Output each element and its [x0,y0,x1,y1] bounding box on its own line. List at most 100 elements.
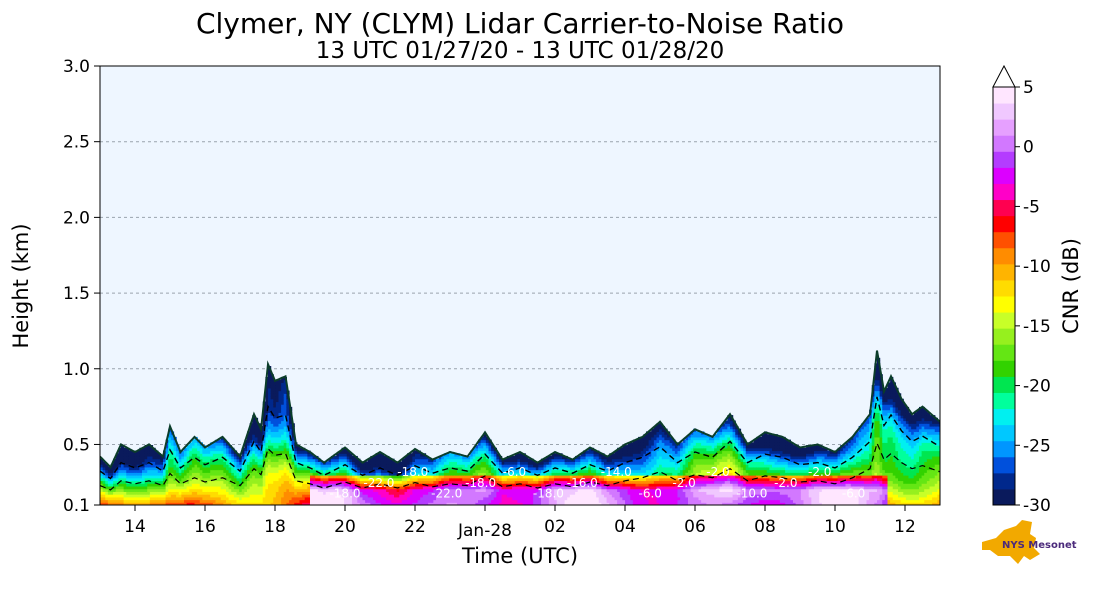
heatmap-cell [220,475,224,479]
heatmap-cell [648,469,652,473]
heatmap-cell [438,469,442,473]
heatmap-cell [281,390,285,394]
heatmap-cell [281,461,285,465]
heatmap-cell [173,472,177,476]
heatmap-cell [430,499,434,503]
heatmap-cell [317,491,322,495]
heatmap-cell [580,469,584,473]
heatmap-cell [483,472,487,476]
heatmap-cell [212,485,217,490]
heatmap-cell [433,494,437,498]
heatmap-cell [118,488,122,492]
heatmap-cell [223,453,227,457]
heatmap-cell [677,450,681,454]
heatmap-cell [590,458,595,462]
heatmap-cell [491,453,495,457]
heatmap-cell [596,477,600,482]
heatmap-cell [315,472,319,476]
heatmap-cell [436,483,440,487]
heatmap-cell [281,464,285,468]
heatmap-cell [622,464,626,468]
heatmap-cell [509,502,513,505]
heatmap-cell [249,445,253,449]
heatmap-cell [265,390,269,394]
heatmap-cell [535,466,539,471]
heatmap-cell [273,464,277,468]
heatmap-cell [296,494,301,498]
heatmap-cell [646,491,650,495]
heatmap-cell [688,436,692,441]
heatmap-cell [514,480,518,484]
heatmap-cell [273,387,277,392]
heatmap-cell [239,480,243,484]
heatmap-cell [606,502,610,505]
heatmap-cell [320,466,324,471]
heatmap-cell [317,472,322,476]
heatmap-cell [273,480,277,484]
heatmap-cell [281,439,285,443]
heatmap-cell [220,447,224,452]
heatmap-cell [244,450,248,454]
heatmap-cell [294,480,298,484]
heatmap-cell [194,472,198,476]
heatmap-cell [693,455,697,460]
heatmap-cell [128,485,133,490]
heatmap-cell [583,458,587,462]
heatmap-cell [412,455,416,460]
heatmap-cell [588,458,592,462]
heatmap-cell [260,434,264,438]
heatmap-cell [338,453,343,457]
heatmap-cell [517,483,521,487]
heatmap-cell [336,485,340,490]
heatmap-cell [430,461,434,465]
heatmap-cell [270,461,274,465]
heatmap-cell [627,455,631,460]
heatmap-cell [501,472,505,476]
heatmap-cell [438,499,442,503]
heatmap-cell [270,425,274,430]
heatmap-cell [472,472,476,476]
heatmap-cell [254,491,259,495]
heatmap-cell [331,488,335,492]
heatmap-cell [265,494,269,498]
heatmap-cell [189,480,193,484]
heatmap-cell [548,502,553,505]
heatmap-cell [653,502,658,505]
heatmap-cell [386,466,390,471]
heatmap-cell [176,469,180,473]
heatmap-cell [260,499,264,503]
heatmap-cell [218,491,222,495]
heatmap-cell [682,488,686,492]
heatmap-cell [669,447,673,452]
heatmap-cell [270,472,274,476]
heatmap-cell [265,485,269,490]
heatmap-cell [640,485,644,490]
heatmap-cell [310,491,314,495]
heatmap-cell [323,496,327,501]
heatmap-cell [417,458,421,462]
heatmap-cell [113,491,117,495]
heatmap-cell [401,499,406,503]
heatmap-cell [606,494,610,498]
heatmap-cell [488,453,492,457]
heatmap-cell [640,466,644,471]
heatmap-cell [583,466,587,471]
heatmap-cell [268,434,272,438]
heatmap-cell [110,485,114,490]
heatmap-cell [522,475,526,479]
heatmap-cell [609,496,613,501]
heatmap-cell [247,483,251,487]
heatmap-cell [226,499,230,503]
heatmap-cell [614,488,618,492]
heatmap-cell [496,466,500,471]
heatmap-cell [651,458,655,462]
heatmap-cell [168,450,172,454]
heatmap-cell [315,461,319,465]
heatmap-cell [415,491,419,495]
heatmap-cell [249,502,253,505]
heatmap-cell [349,475,353,479]
heatmap-cell [118,502,122,505]
heatmap-cell [467,464,471,468]
heatmap-cell [283,406,287,411]
heatmap-cell [278,406,282,411]
